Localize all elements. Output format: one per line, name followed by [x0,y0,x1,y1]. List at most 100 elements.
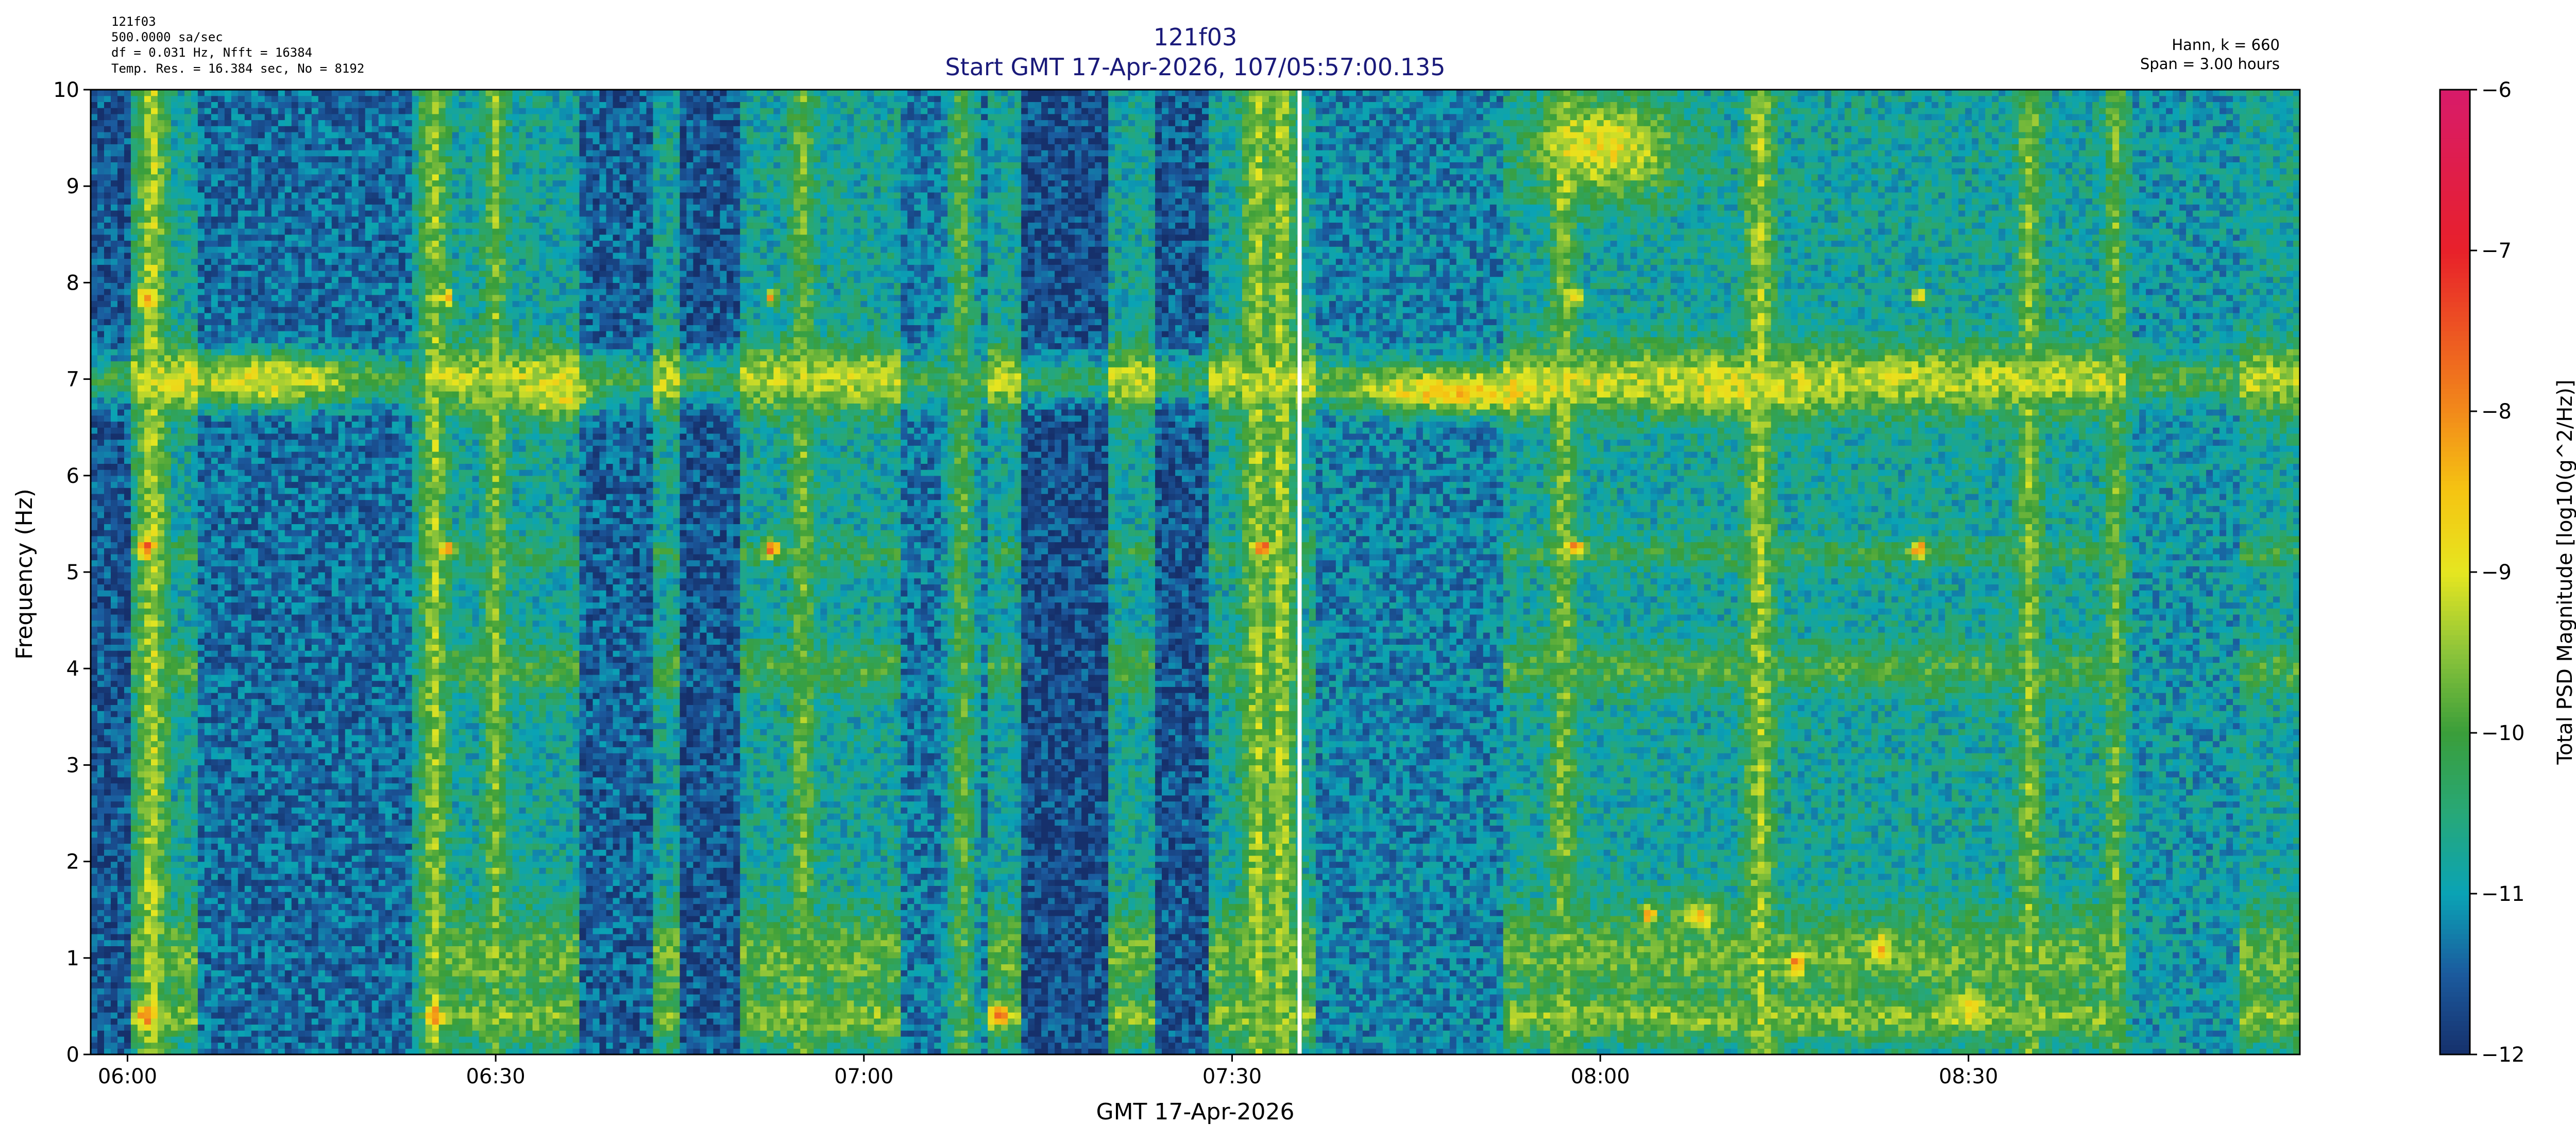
heatmap-cell [97,1025,105,1031]
heatmap-cell [91,186,98,192]
heatmap-cell [131,578,138,584]
heatmap-cell [138,458,145,464]
heatmap-cell [91,295,98,301]
heatmap-cell [158,313,165,319]
heatmap-cell [124,904,131,910]
heatmap-cell [138,470,145,476]
heatmap-cell [178,470,185,476]
heatmap-cell [131,500,138,506]
heatmap-cell [151,747,158,753]
heatmap-cell [151,488,158,494]
heatmap-cell [171,385,178,391]
heatmap-cell [111,856,118,862]
heatmap-cell [178,355,185,361]
heatmap-cell [178,741,185,747]
heatmap-cell [111,777,118,783]
heatmap-cell [164,482,172,488]
heatmap-cell [131,1000,138,1007]
heatmap-cell [171,1043,178,1049]
heatmap-cell [184,512,192,518]
heatmap-cell [158,440,165,446]
heatmap-cell [171,825,178,831]
heatmap-cell [138,301,145,307]
heatmap-cell [178,602,185,609]
heatmap-cell [164,753,172,759]
heatmap-cell [178,1006,185,1012]
heatmap-cell [178,264,185,271]
heatmap-cell [97,518,105,524]
heatmap-cell [178,711,185,717]
heatmap-cell [158,952,165,958]
heatmap-cell [164,138,172,144]
heatmap-cell [111,849,118,856]
heatmap-cell [97,440,105,446]
heatmap-cell [164,747,172,753]
heatmap-cell [178,518,185,524]
heatmap-cell [191,1000,198,1007]
heatmap-cell [164,1036,172,1043]
heatmap-cell [164,451,172,458]
heatmap-cell [151,222,158,228]
heatmap-cell [178,361,185,367]
heatmap-cell [91,958,98,964]
heatmap-cell [178,210,185,216]
heatmap-cell [97,277,105,283]
heatmap-cell [158,282,165,289]
heatmap-cell [171,210,178,216]
heatmap-cell [104,626,111,632]
heatmap-cell [158,789,165,795]
heatmap-cell [104,271,111,277]
heatmap-cell [124,337,131,343]
heatmap-cell [91,952,98,958]
info-left-line: 121f03 [111,14,156,29]
heatmap-cell [178,307,185,313]
heatmap-cell [151,867,158,874]
heatmap-cell [178,144,185,150]
heatmap-cell [104,771,111,777]
heatmap-cell [97,777,105,783]
heatmap-cell [91,566,98,572]
heatmap-cell [164,928,172,934]
heatmap-cell [184,867,192,874]
heatmap-cell [178,289,185,295]
heatmap-cell [144,397,151,404]
heatmap-cell [124,355,131,361]
heatmap-cell [184,910,192,916]
heatmap-cell [171,126,178,132]
heatmap-cell [97,566,105,572]
heatmap-cell [131,831,138,837]
heatmap-cell [151,602,158,609]
heatmap-cell [171,282,178,289]
heatmap-cell [164,614,172,621]
heatmap-cell [184,422,192,428]
heatmap-cell [158,132,165,138]
heatmap-cell [117,174,125,180]
heatmap-cell [117,650,125,657]
heatmap-cell [104,241,111,247]
heatmap-cell [91,753,98,759]
heatmap-cell [158,856,165,862]
heatmap-cell [91,976,98,982]
heatmap-cell [91,530,98,536]
heatmap-cell [164,385,172,391]
heatmap-cell [144,512,151,518]
heatmap-cell [184,174,192,180]
heatmap-cell [178,530,185,536]
heatmap-cell [97,813,105,819]
heatmap-cell [91,96,98,102]
heatmap-cell [164,271,172,277]
heatmap-cell [184,699,192,705]
heatmap-cell [104,228,111,234]
heatmap-cell [104,668,111,675]
heatmap-cell [171,138,178,144]
heatmap-cell [158,621,165,627]
heatmap-cell [184,253,192,259]
heatmap-cell [124,1043,131,1049]
heatmap-cell [171,946,178,952]
plot-area: 06:00 06:30 07:00 07:30 08:00 08:30 012345678… [53,78,2300,1088]
heatmap-cell [144,711,151,717]
heatmap-cell [117,126,125,132]
heatmap-cell [111,626,118,632]
heatmap-cell [158,192,165,198]
heatmap-cell [131,934,138,940]
